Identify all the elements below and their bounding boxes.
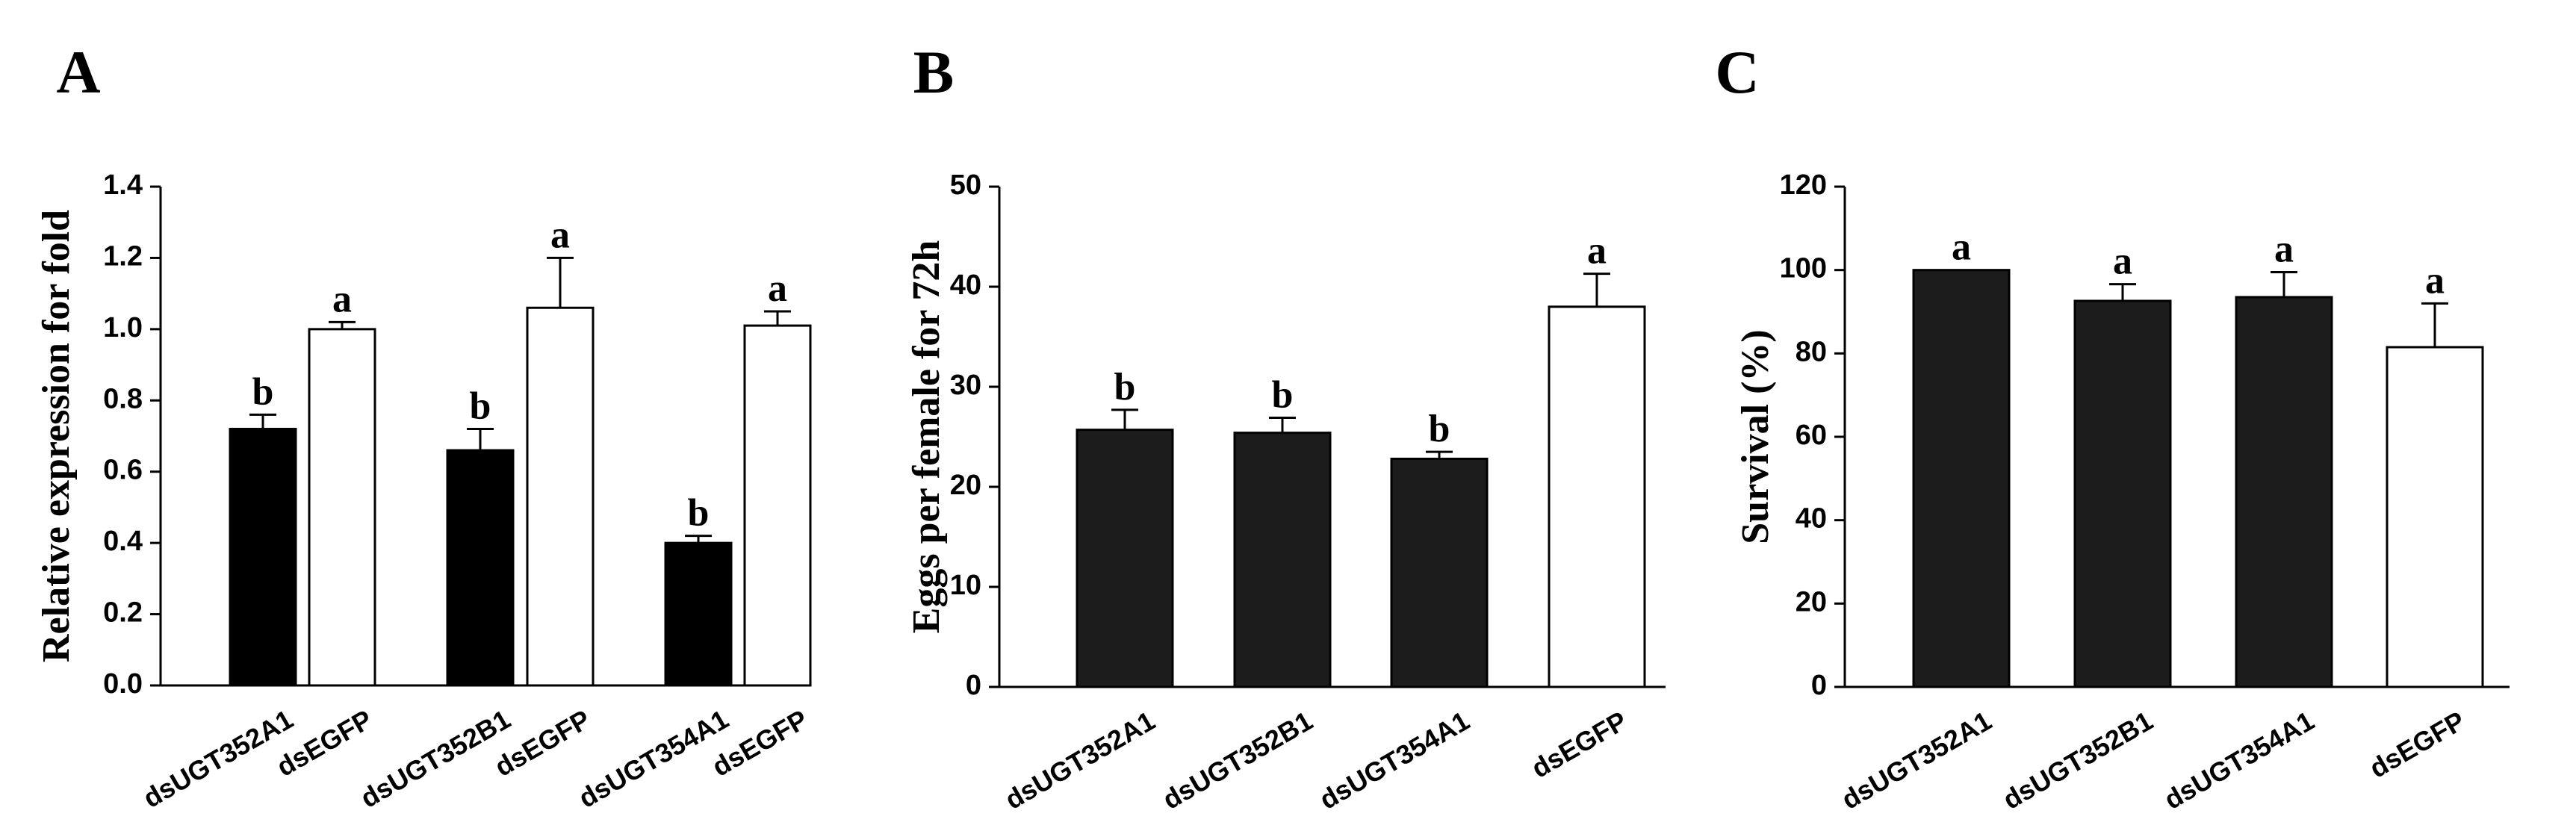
bar-3 — [1390, 457, 1489, 688]
y-tick-label: 60 — [1796, 420, 1827, 451]
y-tick-label: 0 — [1811, 670, 1827, 701]
y-tick-label: 0.0 — [103, 668, 143, 700]
bar-5 — [664, 541, 733, 687]
y-tick-label: 1.0 — [103, 312, 143, 343]
significance-label: b — [1114, 366, 1136, 408]
significance-label: a — [550, 214, 570, 256]
bar-4 — [1548, 305, 1646, 688]
bar-3 — [446, 449, 515, 687]
bar-1 — [1912, 269, 2011, 688]
y-axis-label: Survival (%) — [1734, 329, 1777, 544]
y-tick-label: 10 — [950, 570, 981, 601]
y-tick-label: 0.4 — [103, 526, 143, 557]
bar-4 — [526, 306, 595, 687]
y-tick-label: 0.6 — [103, 455, 143, 486]
bar-1 — [229, 427, 297, 687]
significance-label: a — [2274, 228, 2294, 270]
panel-letter: B — [913, 38, 955, 106]
panel-letter: A — [56, 38, 100, 106]
x-tick-label: dsUGT352B1 — [1158, 705, 1318, 815]
x-tick-label: dsUGT352A1 — [1000, 705, 1161, 815]
x-tick-label: dsUGT352A1 — [1837, 705, 1997, 815]
significance-label: b — [1272, 374, 1294, 417]
y-tick-label: 0.8 — [103, 383, 143, 414]
panel-letter: C — [1715, 38, 1759, 106]
y-tick-label: 120 — [1780, 169, 1827, 201]
significance-label: a — [2113, 240, 2132, 283]
significance-label: a — [332, 278, 352, 320]
y-axis-label: Eggs per female for 72h — [905, 240, 948, 634]
bar-6 — [743, 324, 812, 687]
y-tick-label: 0 — [966, 670, 981, 701]
y-tick-label: 80 — [1796, 336, 1827, 367]
bar-2 — [2073, 299, 2172, 688]
y-tick-label: 40 — [950, 270, 981, 301]
chart-panel-a: A Relative expression for fold 0.0 0.2 0.4 0.… — [35, 38, 813, 814]
significance-label: a — [1952, 226, 1971, 269]
x-tick-label: dsEGFP — [1526, 705, 1632, 784]
significance-label: b — [688, 492, 710, 535]
y-tick-label: 0.2 — [103, 597, 143, 629]
significance-label: b — [252, 370, 274, 413]
y-tick-label: 20 — [950, 470, 981, 501]
y-tick-label: 20 — [1796, 586, 1827, 617]
y-tick-label: 1.4 — [103, 169, 143, 201]
y-tick-label: 1.2 — [103, 240, 143, 272]
y-tick-label: 100 — [1780, 253, 1827, 284]
bar-4 — [2386, 346, 2484, 688]
significance-label: a — [1587, 230, 1607, 273]
y-tick-label: 50 — [950, 169, 981, 201]
significance-label: b — [470, 385, 491, 427]
bar-3 — [2235, 296, 2333, 688]
x-tick-label: dsEGFP — [2364, 705, 2470, 784]
x-tick-label: dsUGT354A1 — [1315, 705, 1475, 815]
significance-label: b — [1429, 408, 1450, 450]
bar-2 — [1233, 432, 1332, 688]
x-tick-label: dsUGT352B1 — [1998, 705, 2158, 815]
bar-2 — [308, 328, 376, 687]
x-tick-label: dsUGT354A1 — [2159, 705, 2320, 815]
y-axis-label: Relative expression for fold — [35, 210, 78, 662]
significance-label: a — [2425, 259, 2445, 302]
y-tick-label: 30 — [950, 370, 981, 401]
chart-panel-b: B Eggs per female for 72h 0 10 20 30 40 50 b dsUG… — [905, 38, 1666, 815]
bar-1 — [1076, 429, 1174, 688]
significance-label: a — [768, 267, 787, 310]
y-tick-label: 40 — [1796, 503, 1827, 535]
chart-panel-c: C Survival (%) 0 20 40 60 80 100 120 a dsUGT352A1 a… — [1715, 38, 2510, 815]
